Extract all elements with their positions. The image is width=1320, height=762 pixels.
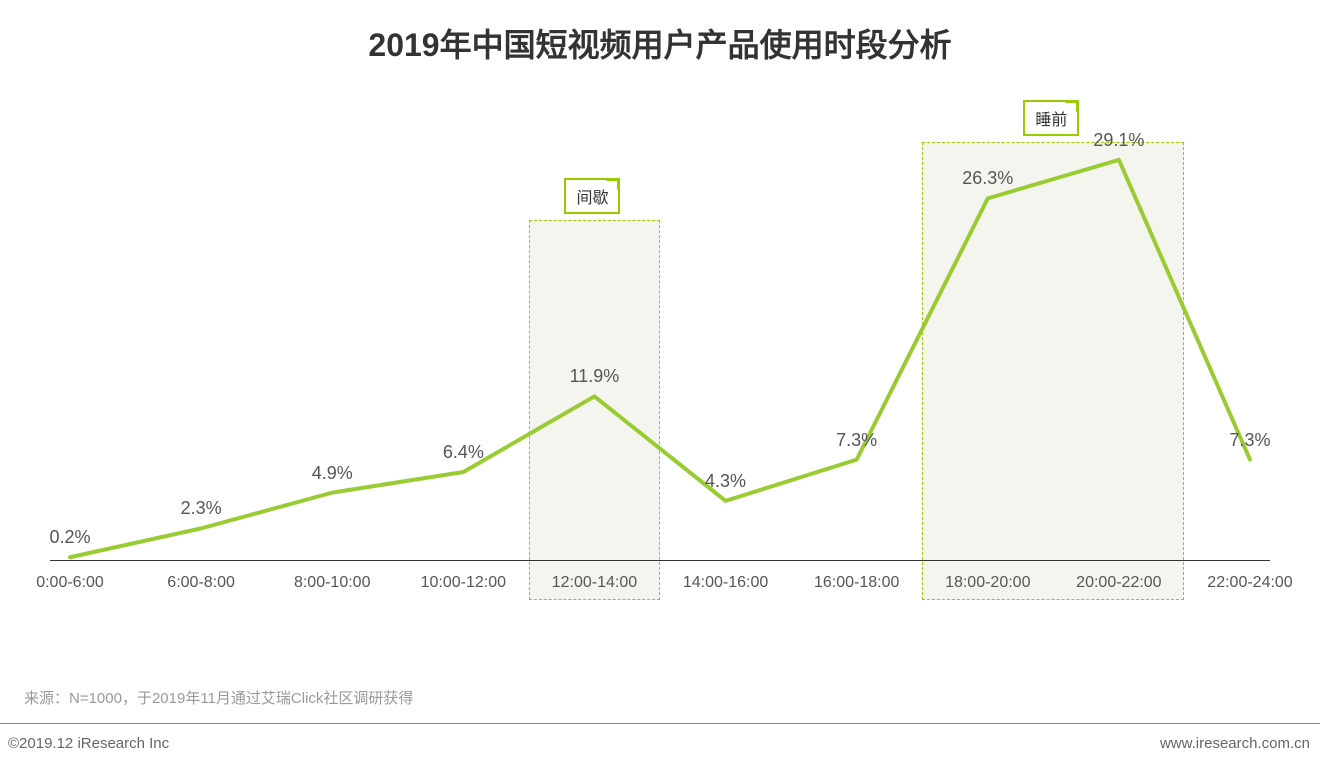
data-label: 29.1% [1093, 130, 1144, 151]
x-tick-label: 10:00-12:00 [421, 574, 506, 592]
data-label: 4.9% [312, 463, 353, 484]
line-chart-svg [50, 80, 1270, 620]
copyright-text: ©2019.12 iResearch Inc [8, 735, 169, 752]
footer-divider [0, 723, 1320, 724]
data-label: 6.4% [443, 442, 484, 463]
x-tick-label: 14:00-16:00 [683, 574, 768, 592]
x-axis [50, 560, 1270, 561]
data-label: 11.9% [570, 366, 620, 387]
data-label: 26.3% [962, 168, 1013, 189]
data-label: 7.3% [1229, 430, 1270, 451]
x-tick-label: 16:00-18:00 [814, 574, 899, 592]
source-note: 来源：N=1000，于2019年11月通过艾瑞Click社区调研获得 [24, 687, 413, 708]
x-tick-label: 0:00-6:00 [36, 574, 104, 592]
data-label: 4.3% [705, 471, 746, 492]
chart-area: 间歇 睡前 0.2% 2.3% 4.9% 6.4% 11.9% 4.3% 7.3… [50, 80, 1270, 620]
chart-title: 2019年中国短视频用户产品使用时段分析 [0, 0, 1320, 66]
website-text: www.iresearch.com.cn [1160, 735, 1310, 752]
x-tick-label: 20:00-22:00 [1076, 574, 1161, 592]
x-tick-label: 6:00-8:00 [167, 574, 235, 592]
data-label: 2.3% [181, 498, 222, 519]
data-label: 7.3% [836, 430, 877, 451]
data-label: 0.2% [49, 527, 90, 548]
x-tick-label: 22:00-24:00 [1207, 574, 1292, 592]
x-tick-label: 12:00-14:00 [552, 574, 637, 592]
x-tick-label: 18:00-20:00 [945, 574, 1030, 592]
x-tick-label: 8:00-10:00 [294, 574, 371, 592]
